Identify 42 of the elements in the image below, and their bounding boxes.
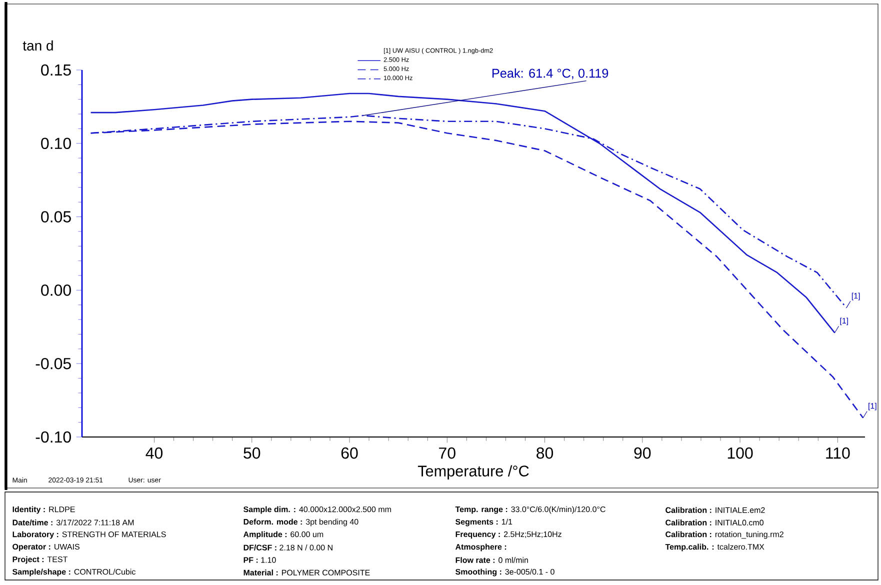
y-tick-label: -0.10: [36, 431, 71, 443]
y-tick-label: 0.10: [41, 138, 71, 150]
text: Temp. range : 33.0°C/6.0(K/min)/120.0°C: [455, 506, 606, 514]
text: Identity : RLDPE: [12, 506, 75, 514]
text: PF : 1.10: [244, 557, 276, 563]
x-axis-title: Temperature /°C: [418, 465, 529, 480]
text: Flow rate : 0 ml/min: [456, 557, 528, 563]
x-tick-label: 100: [728, 447, 753, 459]
x-tick-label: 60: [341, 447, 358, 459]
x-tick-label: 110: [826, 447, 850, 459]
text: Smoothing : 3e-005/0.1 - 0: [456, 568, 554, 576]
x-tick-label: 50: [244, 447, 260, 459]
y-tick-label: 0.05: [41, 211, 71, 222]
text: Calibration : rotation_tuning.rm2: [666, 531, 784, 539]
text: Frequency : 2.5Hz;5Hz;10Hz: [456, 531, 562, 539]
text: Material : POLYMER COMPOSITE: [244, 570, 370, 576]
annotation: [1]: [868, 402, 876, 410]
text: Segments : 1/1: [456, 518, 512, 526]
x-tick-label: 80: [536, 447, 554, 459]
text: Calibration : INITIALE.em2: [666, 507, 765, 513]
text: DF/CSF : 2.18 N / 0.00 N: [244, 544, 332, 550]
text: Calibration : INITIAL0.cm0: [666, 520, 764, 526]
annotation: [1]: [840, 318, 848, 326]
annotation: [1]: [852, 292, 860, 300]
x-tick-label: 90: [634, 447, 651, 459]
text: Amplitude : 60.00 um: [243, 531, 324, 539]
text: Project : TEST: [12, 556, 68, 564]
y-tick-label: 0.00: [41, 284, 71, 296]
text: Laboratory : STRENGTH OF MATERIALS: [12, 531, 166, 539]
annotation: Peak: 61.4 °C, 0.119: [492, 68, 608, 80]
x-tick-label: 70: [439, 447, 456, 459]
x-tick-label: 40: [146, 447, 163, 459]
text: Deform. mode : 3pt bending 40: [244, 518, 358, 526]
y-axis-title: tan d: [22, 40, 53, 51]
text: Sample dim. : 40.000x12.000x2.500 mm: [244, 506, 391, 514]
text: Date/time : 3/17/2022 7:11:18 AM: [12, 519, 134, 526]
y-tick-label: -0.05: [36, 358, 71, 370]
text: Temp.calib. : tcalzero.TMX: [665, 544, 764, 552]
text: Sample/shape : CONTROL/Cubic: [12, 568, 136, 576]
text: Atmosphere :: [455, 544, 506, 552]
text: Operator : UWAIS: [12, 544, 80, 552]
y-tick-label: 0.15: [41, 64, 71, 76]
